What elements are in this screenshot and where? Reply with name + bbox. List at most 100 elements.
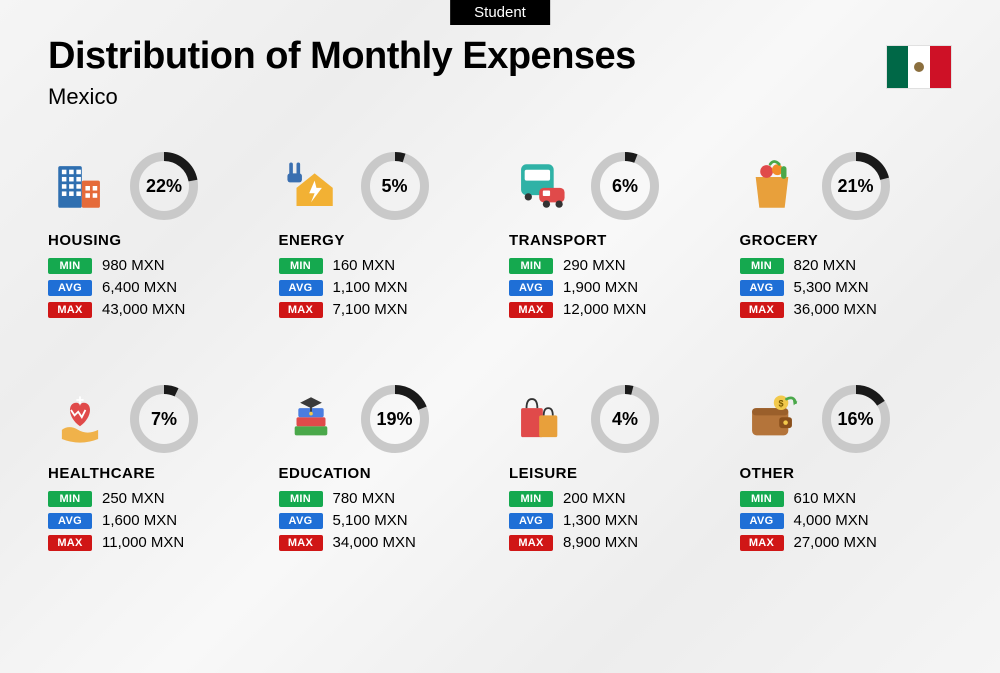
stat-row-max: MAX 27,000 MXN [740,534,953,551]
percent-value: 19% [361,385,429,453]
category-name: ENERGY [279,232,492,249]
percent-ring: 7% [130,385,198,453]
avg-badge: AVG [279,513,323,529]
percent-value: 16% [822,385,890,453]
max-badge: MAX [740,535,784,551]
avg-value: 5,300 MXN [794,279,869,296]
percent-value: 22% [130,152,198,220]
categories-grid: 22% HOUSING MIN 980 MXN AVG 6,400 MXN MA… [48,150,952,556]
heart-hand-icon [48,387,112,451]
bus-car-icon [509,154,573,218]
stat-row-max: MAX 34,000 MXN [279,534,492,551]
stat-row-avg: AVG 5,300 MXN [740,279,953,296]
min-badge: MIN [279,491,323,507]
percent-ring: 21% [822,152,890,220]
category-card-education: 19% EDUCATION MIN 780 MXN AVG 5,100 MXN … [279,383,492,556]
category-stats: MIN 250 MXN AVG 1,600 MXN MAX 11,000 MXN [48,490,261,551]
min-value: 160 MXN [333,257,396,274]
min-badge: MIN [740,258,784,274]
min-value: 610 MXN [794,490,857,507]
percent-ring: 4% [591,385,659,453]
max-value: 36,000 MXN [794,301,877,318]
min-value: 780 MXN [333,490,396,507]
wallet-icon: $ [740,387,804,451]
category-card-healthcare: 7% HEALTHCARE MIN 250 MXN AVG 1,600 MXN … [48,383,261,556]
avg-badge: AVG [48,280,92,296]
max-value: 27,000 MXN [794,534,877,551]
max-value: 34,000 MXN [333,534,416,551]
min-badge: MIN [509,258,553,274]
max-value: 43,000 MXN [102,301,185,318]
min-value: 200 MXN [563,490,626,507]
persona-label: Student [474,4,526,21]
percent-ring: 6% [591,152,659,220]
avg-badge: AVG [509,513,553,529]
percent-ring: 22% [130,152,198,220]
min-badge: MIN [509,491,553,507]
stat-row-max: MAX 11,000 MXN [48,534,261,551]
min-badge: MIN [48,491,92,507]
max-value: 12,000 MXN [563,301,646,318]
category-card-transport: 6% TRANSPORT MIN 290 MXN AVG 1,900 MXN M… [509,150,722,323]
max-badge: MAX [509,302,553,318]
max-value: 8,900 MXN [563,534,638,551]
avg-badge: AVG [740,280,784,296]
max-badge: MAX [509,535,553,551]
grad-books-icon [279,387,343,451]
avg-value: 1,900 MXN [563,279,638,296]
stat-row-avg: AVG 4,000 MXN [740,512,953,529]
percent-value: 21% [822,152,890,220]
avg-badge: AVG [279,280,323,296]
stat-row-avg: AVG 1,600 MXN [48,512,261,529]
avg-value: 6,400 MXN [102,279,177,296]
category-stats: MIN 780 MXN AVG 5,100 MXN MAX 34,000 MXN [279,490,492,551]
stat-row-min: MIN 200 MXN [509,490,722,507]
max-value: 7,100 MXN [333,301,408,318]
category-stats: MIN 200 MXN AVG 1,300 MXN MAX 8,900 MXN [509,490,722,551]
category-name: GROCERY [740,232,953,249]
buildings-icon [48,154,112,218]
category-name: EDUCATION [279,465,492,482]
category-name: OTHER [740,465,953,482]
max-value: 11,000 MXN [102,534,184,551]
max-badge: MAX [740,302,784,318]
stat-row-avg: AVG 1,900 MXN [509,279,722,296]
stat-row-min: MIN 980 MXN [48,257,261,274]
category-card-energy: 5% ENERGY MIN 160 MXN AVG 1,100 MXN MAX … [279,150,492,323]
persona-badge: Student [450,0,550,25]
min-value: 250 MXN [102,490,165,507]
stat-row-avg: AVG 1,100 MXN [279,279,492,296]
category-name: HOUSING [48,232,261,249]
percent-ring: 16% [822,385,890,453]
avg-badge: AVG [48,513,92,529]
percent-ring: 19% [361,385,429,453]
stat-row-max: MAX 12,000 MXN [509,301,722,318]
grocery-bag-icon [740,154,804,218]
stat-row-min: MIN 610 MXN [740,490,953,507]
max-badge: MAX [279,535,323,551]
stat-row-min: MIN 820 MXN [740,257,953,274]
avg-value: 1,300 MXN [563,512,638,529]
category-card-other: $ 16% OTHER MIN 610 MXN AVG 4,000 MXN MA… [740,383,953,556]
stat-row-avg: AVG 1,300 MXN [509,512,722,529]
category-name: TRANSPORT [509,232,722,249]
stat-row-max: MAX 8,900 MXN [509,534,722,551]
stat-row-min: MIN 780 MXN [279,490,492,507]
percent-value: 4% [591,385,659,453]
header: Distribution of Monthly Expenses Mexico [48,35,636,110]
avg-badge: AVG [509,280,553,296]
stat-row-min: MIN 160 MXN [279,257,492,274]
category-stats: MIN 160 MXN AVG 1,100 MXN MAX 7,100 MXN [279,257,492,318]
avg-value: 1,100 MXN [333,279,408,296]
percent-ring: 5% [361,152,429,220]
category-card-leisure: 4% LEISURE MIN 200 MXN AVG 1,300 MXN MAX… [509,383,722,556]
category-stats: MIN 290 MXN AVG 1,900 MXN MAX 12,000 MXN [509,257,722,318]
avg-value: 4,000 MXN [794,512,869,529]
avg-value: 5,100 MXN [333,512,408,529]
min-value: 290 MXN [563,257,626,274]
stat-row-avg: AVG 5,100 MXN [279,512,492,529]
category-name: LEISURE [509,465,722,482]
shopping-bags-icon [509,387,573,451]
min-value: 820 MXN [794,257,857,274]
max-badge: MAX [279,302,323,318]
